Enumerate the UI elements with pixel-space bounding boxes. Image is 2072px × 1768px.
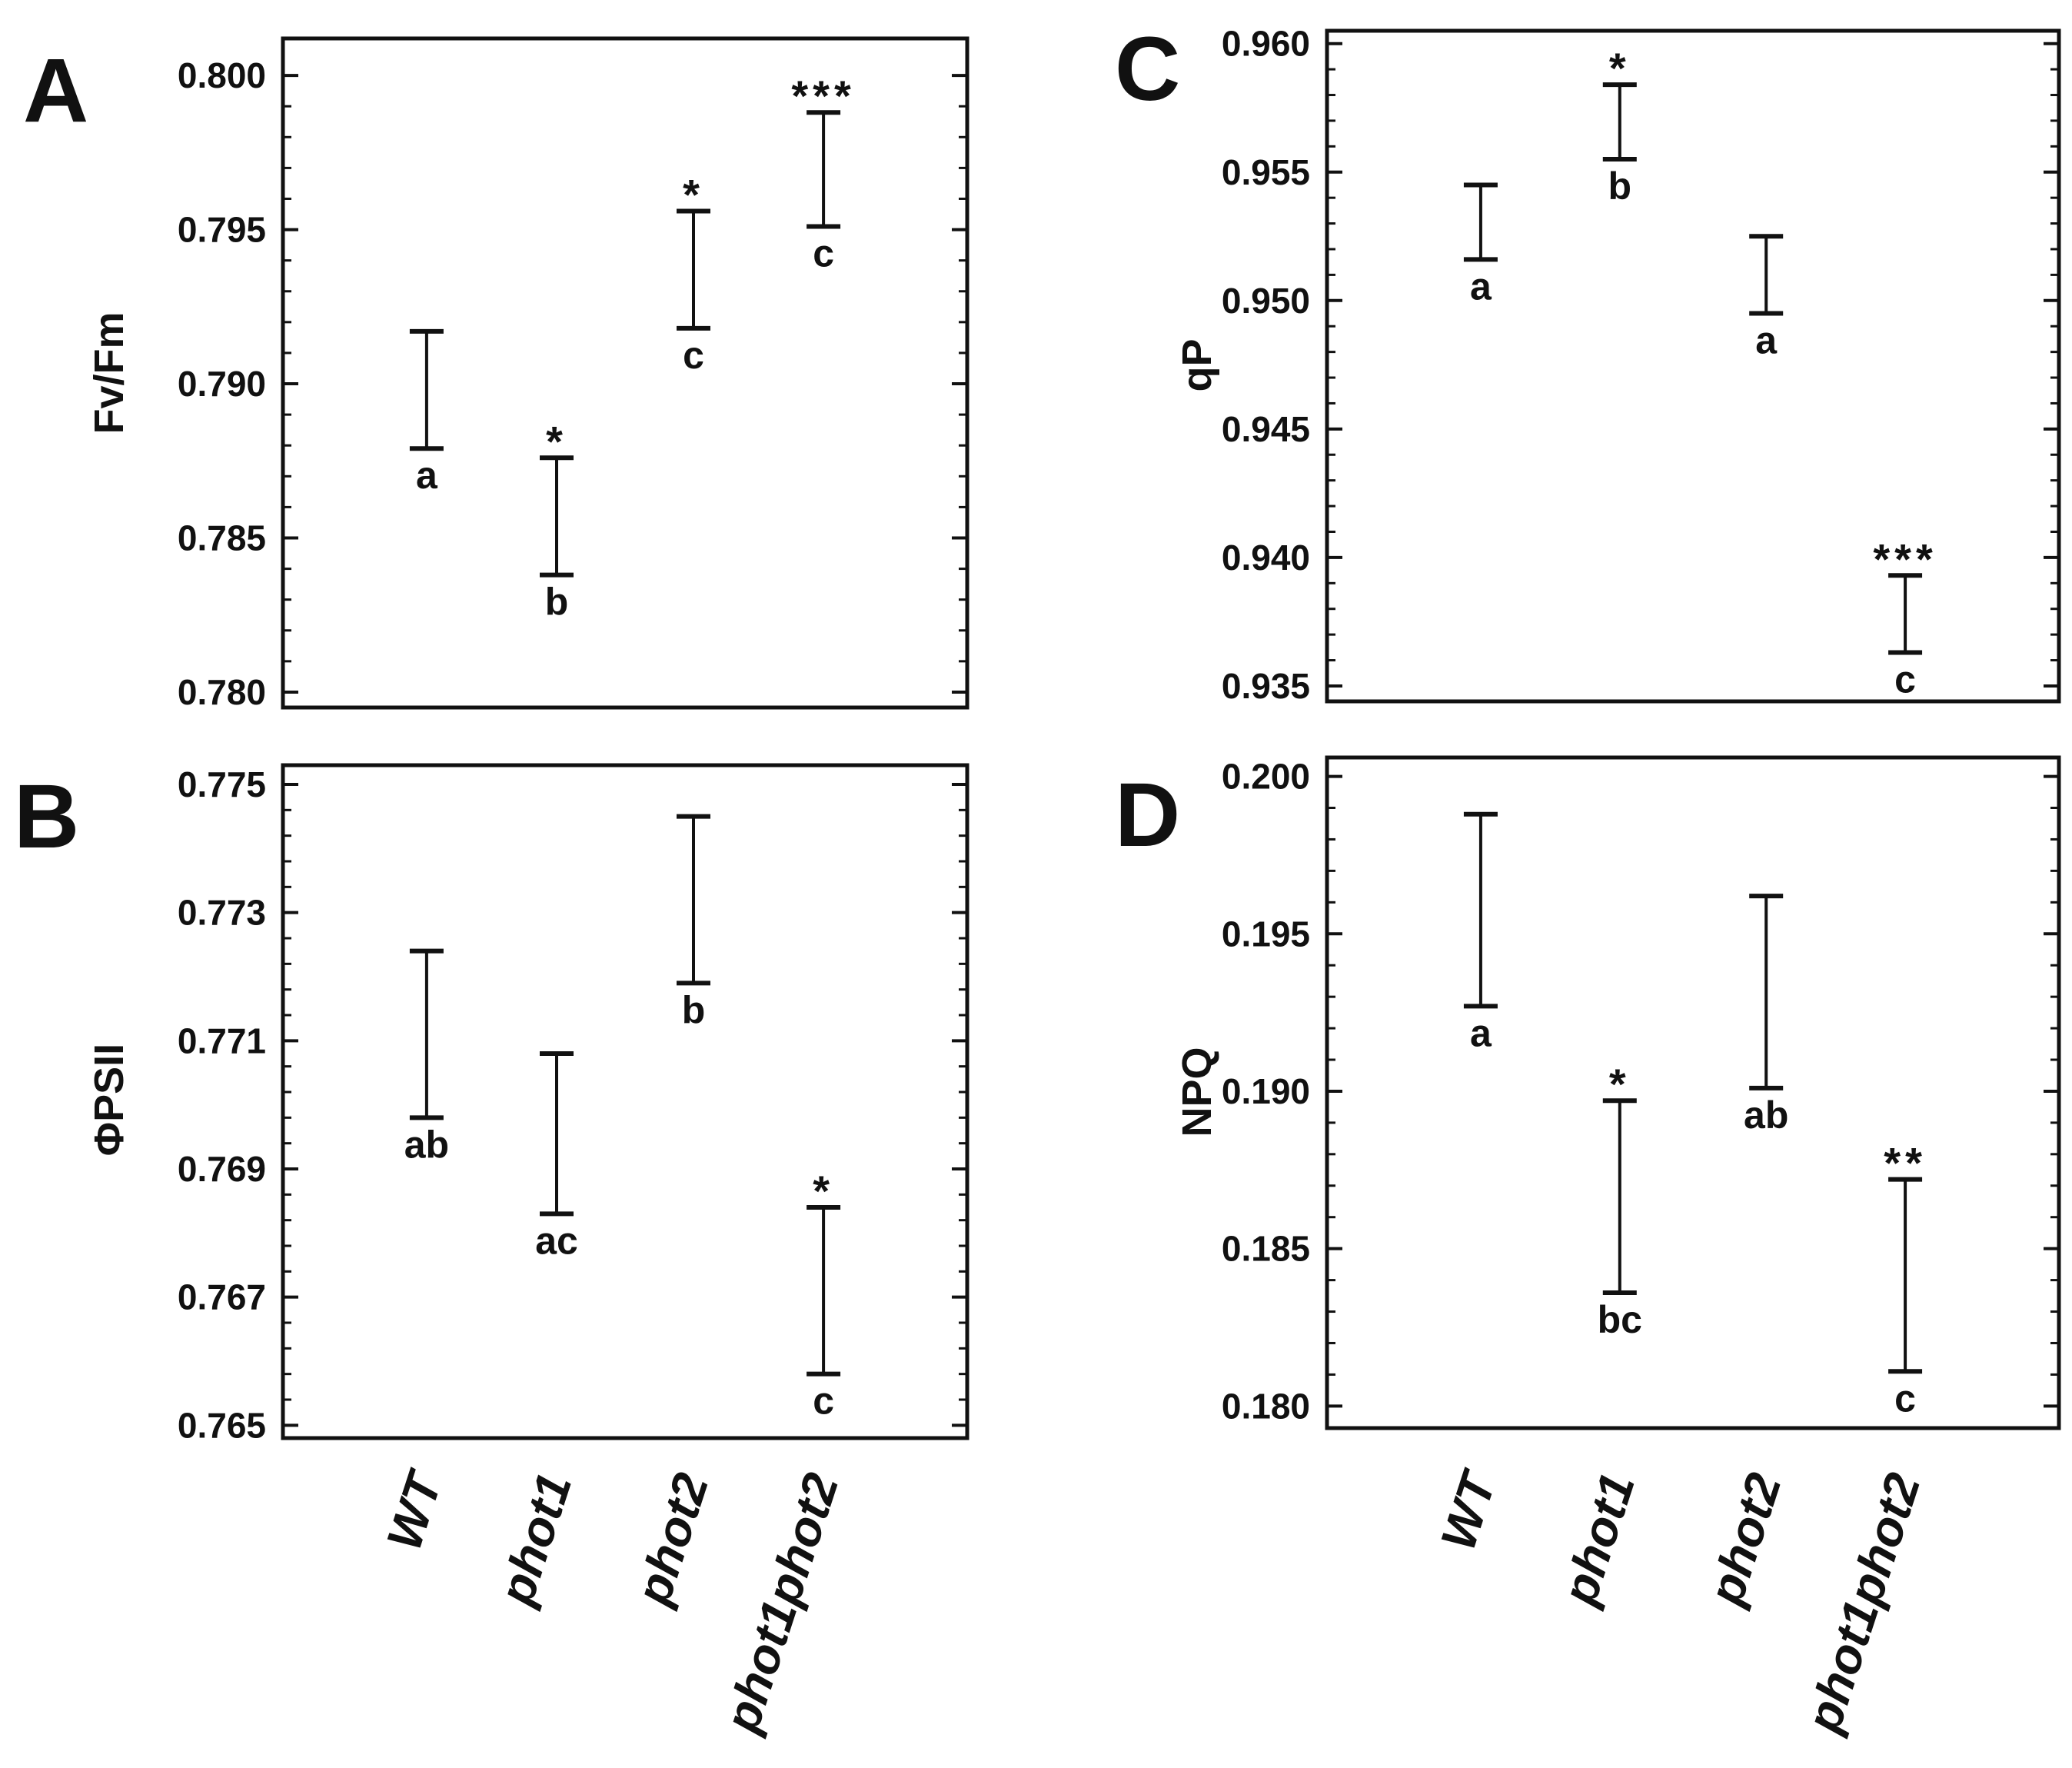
y-tick-label: 0.790: [178, 364, 266, 404]
group-letter: ab: [1744, 1094, 1788, 1137]
errorbar-wt: ab: [404, 948, 449, 1166]
y-axis-title: NPQ: [1174, 1047, 1220, 1137]
y-tick-label: 0.765: [178, 1405, 266, 1445]
errorbar-phot1: *b: [540, 417, 574, 624]
y-axis-title: ΦPSII: [86, 1044, 132, 1156]
errorbar-phot1: *b: [1602, 44, 1637, 208]
y-tick-label: 0.767: [178, 1277, 266, 1317]
y-tick-label: 0.195: [1222, 914, 1310, 954]
chart-panels: 0.7800.7850.7900.7950.800AFv/Fma*b*c***c…: [14, 18, 2061, 1445]
group-letter: c: [813, 232, 834, 275]
group-letter: c: [1894, 1377, 1916, 1420]
y-tick-label: 0.185: [1222, 1229, 1310, 1269]
y-tick-label: 0.940: [1222, 538, 1310, 578]
errorbar-phot1: * bc: [1598, 1060, 1642, 1341]
significance-stars: *: [1609, 1060, 1631, 1108]
group-letter: b: [545, 581, 569, 624]
y-tick-label: 0.795: [178, 210, 266, 250]
group-letter: c: [813, 1380, 834, 1423]
group-letter: c: [683, 334, 704, 377]
y-tick-label: 0.950: [1222, 281, 1310, 321]
significance-stars: ***: [1873, 534, 1937, 583]
y-tick-label: 0.180: [1222, 1386, 1310, 1426]
errorbar-phot1: ac: [535, 1051, 578, 1262]
errorbar-phot1phot2: *** c: [791, 72, 855, 275]
panel-letter: D: [1115, 764, 1180, 866]
y-tick-label: 0.773: [178, 893, 266, 933]
significance-stars: ***: [791, 72, 855, 120]
plot-frame: [281, 763, 969, 1440]
group-letter: a: [1470, 265, 1492, 308]
y-tick-label: 0.955: [1222, 152, 1310, 192]
y-tick-label: 0.200: [1222, 757, 1310, 797]
group-letter: b: [682, 988, 706, 1031]
y-tick-label: 0.771: [178, 1021, 266, 1060]
group-letter: a: [416, 454, 438, 497]
y-axis-title: Fv/Fm: [86, 311, 132, 434]
panel-letter: C: [1115, 18, 1180, 120]
group-letter: ab: [404, 1123, 449, 1166]
significance-stars: *: [1609, 44, 1631, 92]
panel-c: 0.9350.9400.9450.9500.9550.960CqPa*ba***…: [1115, 18, 2061, 706]
significance-stars: *: [546, 417, 567, 465]
y-tick-label: 0.960: [1222, 24, 1310, 64]
errorbar-phot1phot2: *c: [807, 1167, 841, 1423]
group-letter: c: [1894, 658, 1916, 701]
y-tick-label: 0.945: [1222, 409, 1310, 449]
y-tick-label: 0.785: [178, 518, 266, 558]
group-letter: a: [1470, 1011, 1492, 1054]
significance-stars: *: [813, 1167, 834, 1215]
errorbar-wt: a: [409, 328, 444, 497]
group-letter: a: [1755, 319, 1778, 362]
plot-frame: [1325, 755, 2061, 1430]
panel-d: 0.180 0.185 0.190 0.195 0.200 D NPQ a * bc ab ** c: [1115, 755, 2061, 1430]
panel-b: 0.765 0.767 0.769 0.771 0.773 0.775 B ΦPSII ab ac…: [14, 763, 969, 1445]
y-axis-title: qP: [1174, 338, 1220, 391]
y-tick-label: 0.800: [178, 55, 266, 95]
panel-letter: B: [14, 766, 79, 867]
errorbar-phot2: a: [1749, 234, 1784, 362]
group-letter: bc: [1598, 1298, 1642, 1341]
plot-frame: [281, 36, 969, 710]
significance-stars: *: [683, 171, 704, 219]
errorbar-phot1phot2: *** c: [1873, 534, 1937, 701]
group-letter: b: [1608, 165, 1632, 208]
y-tick-label: 0.769: [178, 1149, 266, 1189]
y-tick-label: 0.935: [1222, 666, 1310, 706]
errorbar-phot2: ab: [1744, 894, 1788, 1137]
errorbar-wt: a: [1463, 182, 1498, 308]
errorbar-phot1phot2: ** c: [1884, 1139, 1927, 1420]
errorbar-phot2: b: [677, 814, 710, 1031]
plot-frame: [1325, 28, 2061, 704]
significance-stars: **: [1884, 1139, 1927, 1187]
y-tick-label: 0.775: [178, 764, 266, 804]
errorbar-phot2: *c: [677, 171, 710, 377]
y-tick-label: 0.190: [1222, 1071, 1310, 1111]
errorbar-wt: a: [1463, 811, 1498, 1054]
panel-letter: A: [23, 40, 88, 142]
group-letter: ac: [535, 1219, 578, 1262]
y-tick-label: 0.780: [178, 672, 266, 712]
